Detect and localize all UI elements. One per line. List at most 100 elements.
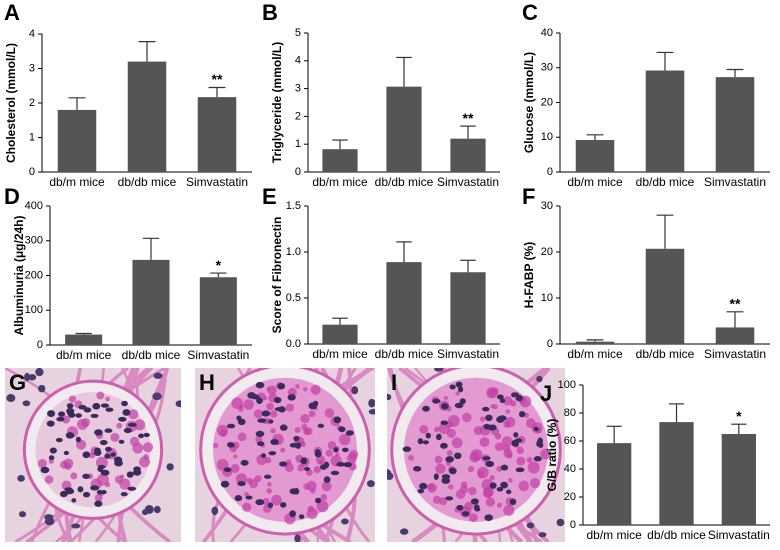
matrix xyxy=(237,432,247,442)
matrix xyxy=(455,391,460,396)
matrix xyxy=(468,486,477,496)
x-tick-label: db/db mice xyxy=(636,175,695,189)
x-tick-label: Simvastatin xyxy=(437,175,499,189)
matrix xyxy=(321,481,332,492)
nucleus xyxy=(92,402,101,410)
bar xyxy=(322,149,358,172)
matrix xyxy=(503,420,511,428)
nucleus xyxy=(342,447,349,453)
bar xyxy=(386,86,422,172)
nucleus xyxy=(105,407,114,412)
nucleus xyxy=(449,384,456,390)
nucleus xyxy=(432,398,441,404)
matrix xyxy=(238,406,244,412)
x-tick-label: db/m mice xyxy=(567,175,623,189)
matrix xyxy=(230,463,240,474)
nucleus xyxy=(473,504,480,511)
significance: * xyxy=(736,408,742,424)
nucleus xyxy=(105,446,112,452)
matrix xyxy=(242,502,252,512)
nucleus xyxy=(28,373,37,381)
x-tick-label: Simvastatin xyxy=(186,175,248,189)
nucleus xyxy=(400,528,409,535)
significance: * xyxy=(216,257,222,273)
nucleus xyxy=(293,435,300,442)
nucleus xyxy=(294,534,301,542)
nucleus xyxy=(387,472,394,480)
matrix xyxy=(467,465,475,473)
matrix xyxy=(448,484,454,490)
nucleus xyxy=(114,459,123,467)
matrix xyxy=(438,422,450,435)
matrix xyxy=(300,414,310,424)
nucleus xyxy=(506,489,512,495)
matrix xyxy=(482,488,493,499)
matrix xyxy=(433,426,440,433)
panel-label: H xyxy=(199,370,215,395)
nucleus xyxy=(500,464,509,471)
nucleus xyxy=(127,486,137,491)
nucleus xyxy=(499,398,506,404)
matrix xyxy=(270,428,276,434)
nucleus xyxy=(120,491,128,497)
matrix xyxy=(128,409,139,420)
matrix xyxy=(235,473,247,485)
x-tick-label: db/m mice xyxy=(586,528,642,542)
matrix xyxy=(338,433,351,446)
matrix xyxy=(116,422,123,429)
x-tick-label: db/db mice xyxy=(647,528,706,542)
nucleus xyxy=(138,433,144,439)
nucleus xyxy=(455,381,463,388)
nucleus xyxy=(75,413,82,418)
matrix xyxy=(439,497,448,506)
y-tick-label: 40 xyxy=(541,27,553,39)
nucleus xyxy=(278,406,286,413)
x-tick-label: db/m mice xyxy=(56,348,112,362)
y-tick-label: 1 xyxy=(295,138,301,150)
nucleus xyxy=(457,386,464,393)
nucleus xyxy=(300,457,308,465)
matrix xyxy=(264,456,272,464)
nucleus xyxy=(123,427,133,434)
y-tick-label: 20 xyxy=(541,96,553,108)
nucleus xyxy=(317,423,325,428)
matrix xyxy=(310,384,321,395)
matrix xyxy=(327,441,337,450)
nucleus xyxy=(152,392,162,401)
nucleus xyxy=(454,452,462,460)
matrix xyxy=(508,478,513,483)
nucleus xyxy=(461,511,470,517)
nucleus xyxy=(255,499,265,506)
nucleus xyxy=(338,426,346,433)
nucleus xyxy=(482,456,491,461)
nucleus xyxy=(226,423,236,429)
matrix xyxy=(216,424,229,437)
y-tick-label: 1 xyxy=(29,131,35,143)
nucleus xyxy=(436,433,442,441)
matrix xyxy=(266,402,274,411)
nucleus xyxy=(97,464,106,469)
matrix xyxy=(132,442,144,454)
x-tick-label: Simvastatin xyxy=(704,347,766,361)
y-tick-label: 4 xyxy=(29,28,35,40)
matrix xyxy=(489,474,495,481)
matrix xyxy=(304,427,313,436)
nucleus xyxy=(22,400,31,407)
matrix xyxy=(432,495,442,504)
panel-label: G xyxy=(9,370,26,395)
y-tick-label: 0 xyxy=(29,166,35,178)
nucleus xyxy=(257,441,265,447)
nucleus xyxy=(82,491,91,498)
nucleus xyxy=(336,462,346,467)
nucleus xyxy=(413,466,422,472)
nucleus xyxy=(513,432,519,438)
bar xyxy=(597,443,632,525)
matrix xyxy=(451,437,463,449)
y-tick-label: 10 xyxy=(541,131,553,143)
matrix xyxy=(233,454,238,459)
matrix xyxy=(505,409,510,414)
matrix xyxy=(303,387,308,392)
matrix xyxy=(246,477,253,484)
nucleus xyxy=(143,432,150,438)
x-tick-label: db/db mice xyxy=(375,175,434,189)
